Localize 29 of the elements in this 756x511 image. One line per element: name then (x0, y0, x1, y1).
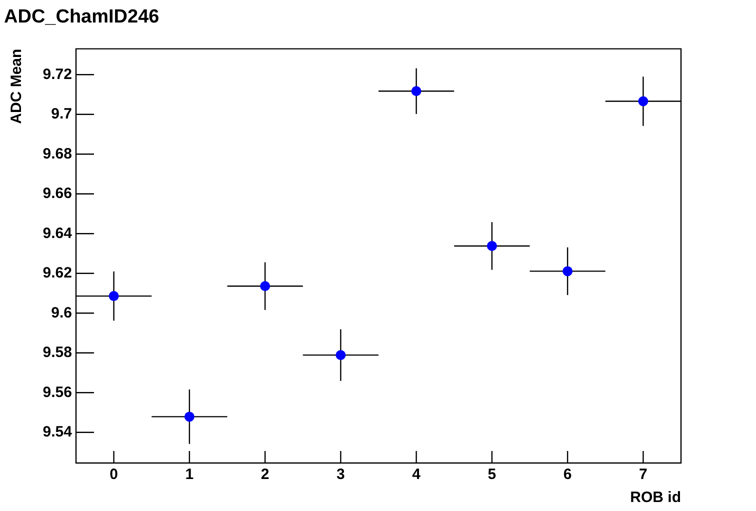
y-tick-label: 9.56 (42, 384, 72, 401)
y-tick-label: 9.62 (42, 264, 72, 282)
point (184, 412, 194, 422)
point (562, 266, 573, 276)
chart-title: ADC_ChamID246 (4, 6, 160, 28)
x-tick-label: 2 (260, 466, 270, 484)
x-tick-label: 7 (639, 466, 648, 484)
x-tick-label: 5 (488, 466, 496, 484)
point (336, 350, 346, 360)
x-tick-label: 3 (336, 466, 345, 484)
y-tick-label: 9.64 (42, 224, 73, 242)
y-tick-label: 9.58 (42, 344, 72, 362)
x-tick-label: 1 (185, 466, 194, 484)
x-tick-label: 6 (563, 466, 572, 484)
x-axis-title: ROB id (630, 489, 681, 506)
x-tick-label: 4 (412, 466, 422, 484)
point (486, 240, 497, 251)
point (260, 281, 270, 292)
y-tick-label: 9.66 (42, 185, 72, 202)
point (638, 96, 648, 106)
point (108, 291, 119, 302)
y-tick-label: 9.6 (51, 304, 72, 322)
y-tick-label: 9.54 (42, 424, 73, 441)
y-axis-title: ADC Mean (8, 48, 26, 124)
point (411, 86, 422, 96)
y-tick-label: 9.68 (42, 145, 72, 162)
y-tick-label: 9.72 (42, 66, 72, 83)
y-tick-label: 9.7 (51, 106, 72, 123)
x-tick-label: 0 (110, 466, 118, 484)
